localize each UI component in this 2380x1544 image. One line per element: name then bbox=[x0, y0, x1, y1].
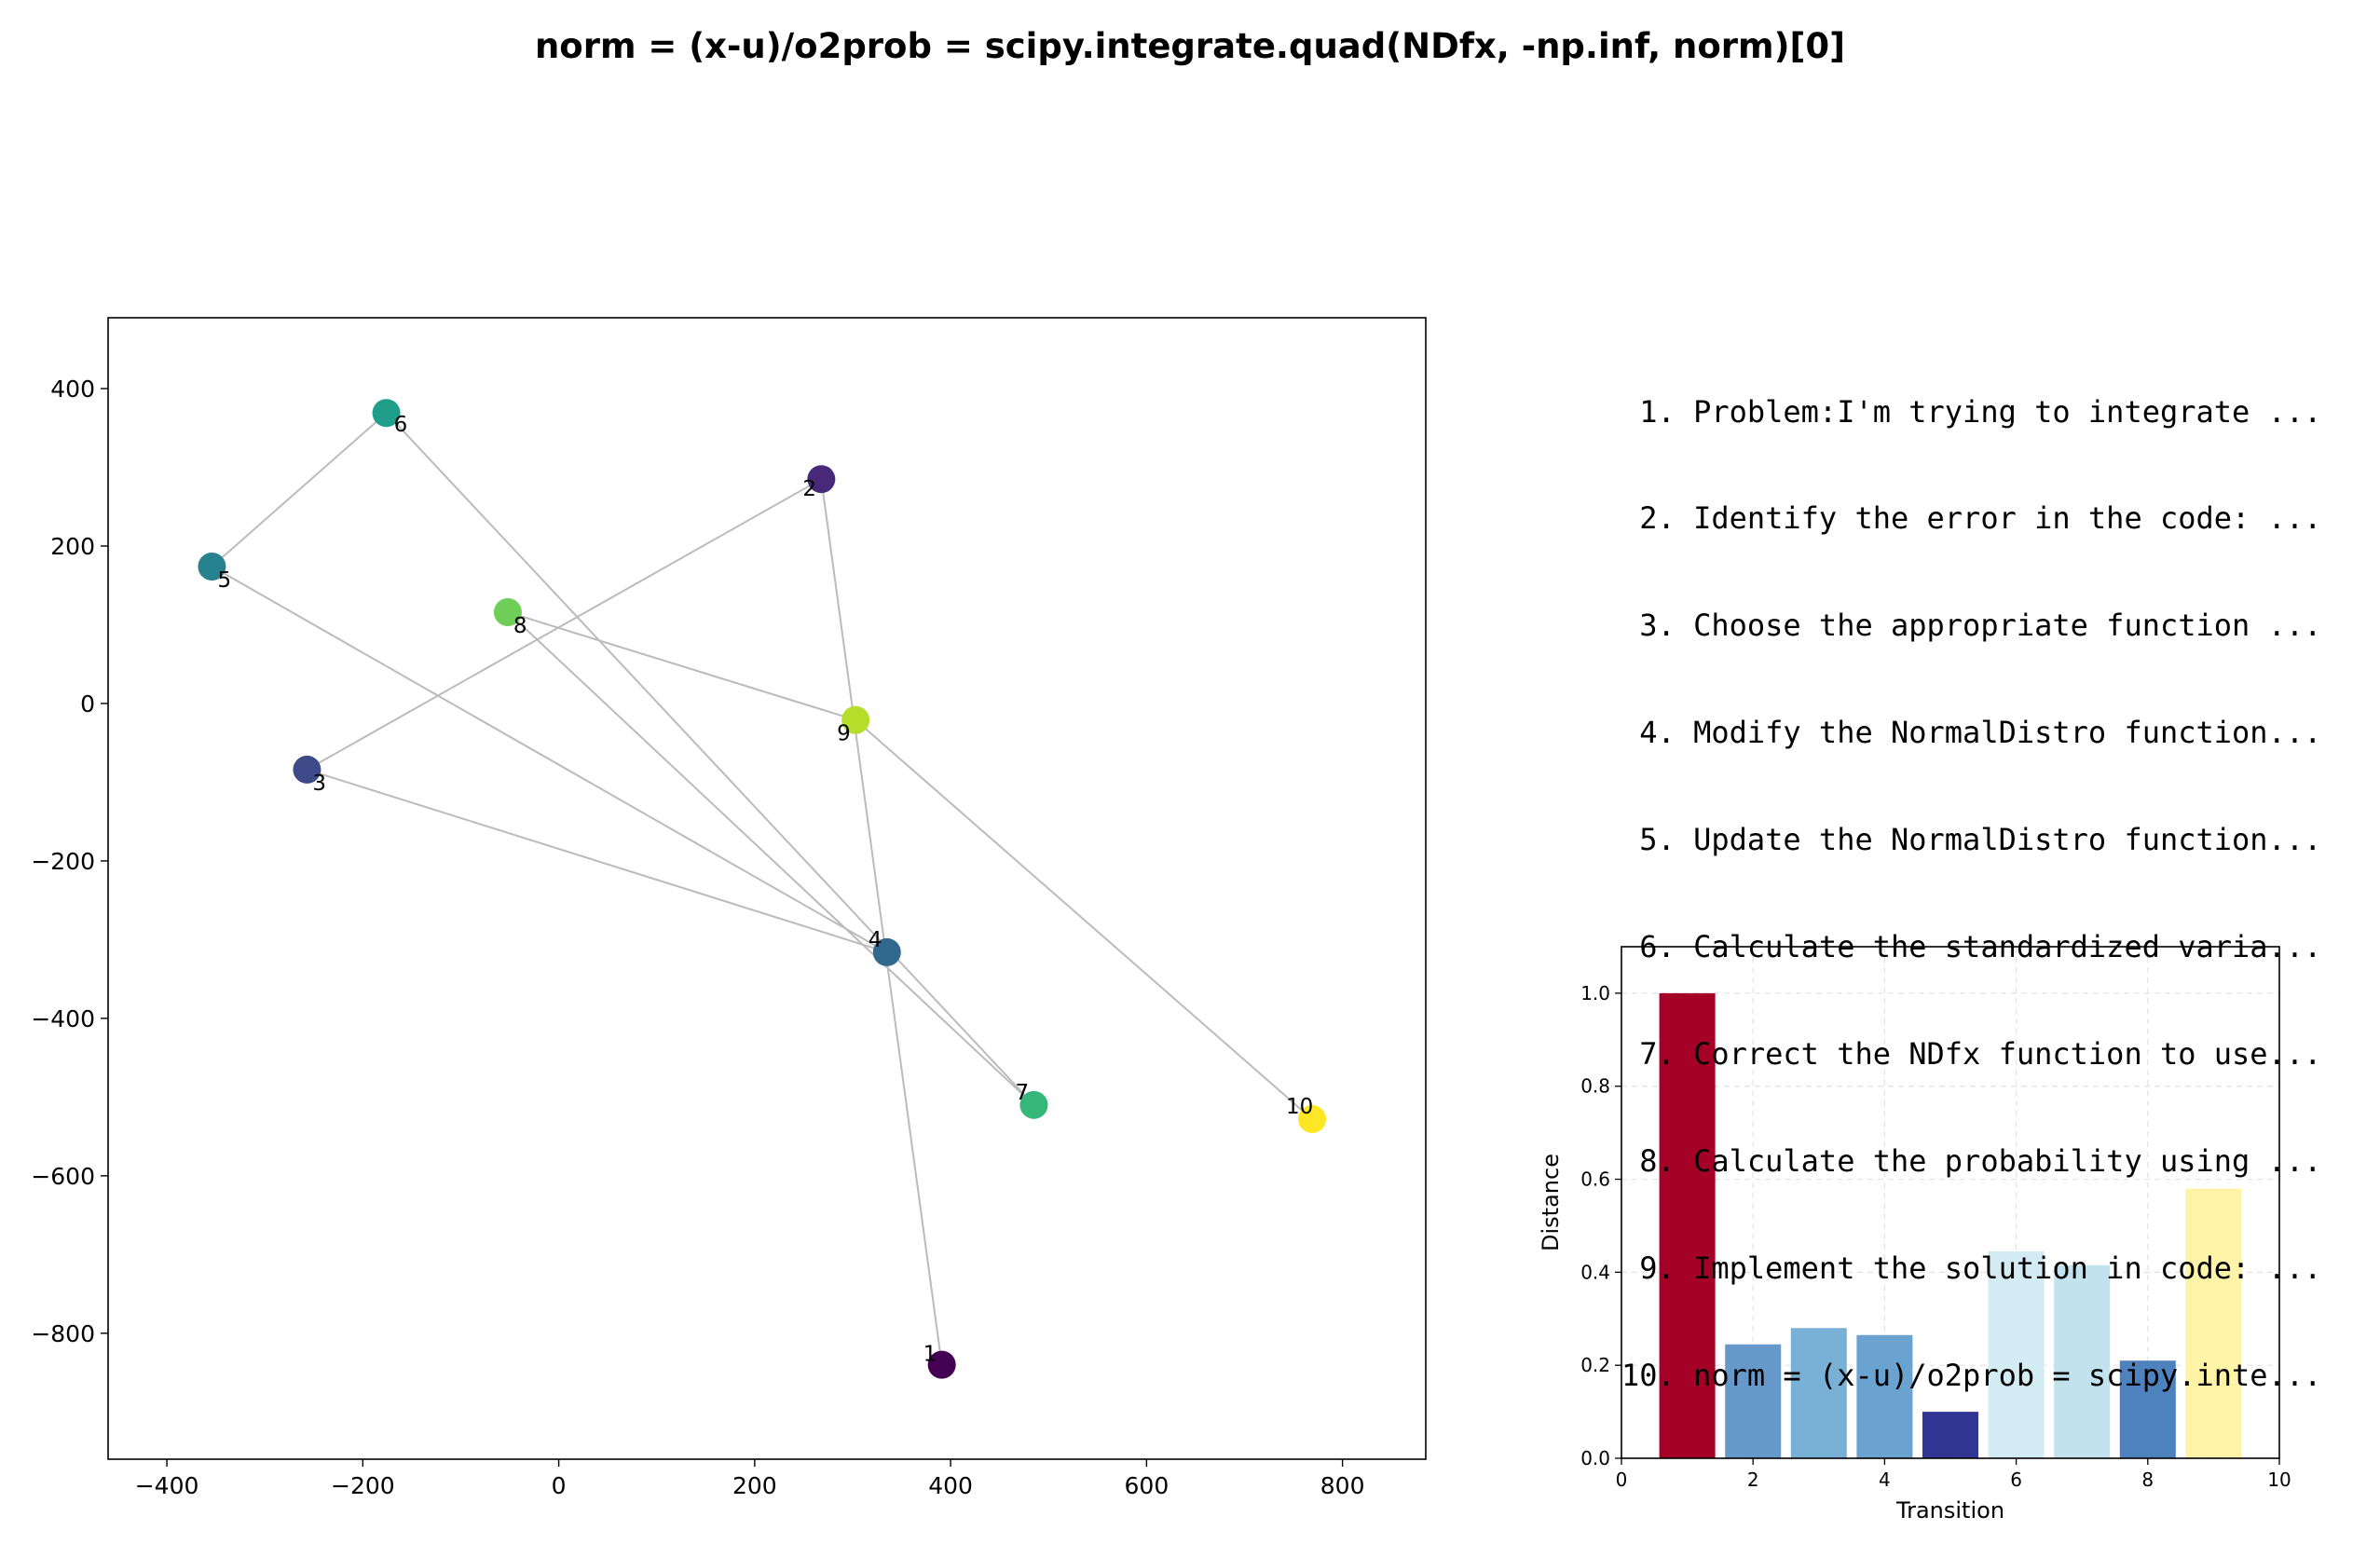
x-tick-label: 2 bbox=[1747, 1469, 1759, 1491]
scatter-point bbox=[1298, 1105, 1327, 1134]
y-axis-title: Distance bbox=[1538, 1154, 1564, 1251]
scatter-point bbox=[1019, 1090, 1048, 1119]
point-label: 10 bbox=[1286, 1095, 1313, 1119]
bar bbox=[1790, 1328, 1847, 1458]
y-tick-label: −600 bbox=[31, 1163, 95, 1190]
x-tick-label: 0 bbox=[1616, 1469, 1628, 1491]
point-label: 4 bbox=[869, 928, 882, 952]
bar-axes-frame bbox=[1621, 946, 2280, 1459]
x-tick-label: 600 bbox=[1125, 1472, 1169, 1499]
step-item: 3. Choose the appropriate function ... bbox=[1621, 608, 2322, 644]
path-segment bbox=[507, 611, 1035, 1106]
y-tick-label: −400 bbox=[31, 1005, 95, 1032]
y-tick-label: 0.0 bbox=[1580, 1447, 1610, 1469]
path-segment bbox=[211, 566, 888, 953]
path-segment bbox=[820, 479, 943, 1365]
point-label: 3 bbox=[312, 772, 326, 796]
scatter-point bbox=[293, 755, 321, 784]
step-item: 1. Problem:I'm trying to integrate ... bbox=[1621, 393, 2322, 430]
scatter-point bbox=[493, 597, 522, 626]
x-tick-label: 4 bbox=[1879, 1469, 1891, 1491]
path-segment bbox=[211, 412, 388, 567]
x-tick-label: 10 bbox=[2267, 1469, 2291, 1491]
step-item: 2. Identify the error in the code: ... bbox=[1621, 500, 2322, 537]
scatter-point bbox=[372, 399, 401, 428]
scatter-point bbox=[872, 937, 901, 966]
scatter-point bbox=[841, 705, 870, 734]
y-tick-label: 0.2 bbox=[1580, 1354, 1610, 1376]
y-tick-label: 0.8 bbox=[1580, 1075, 1610, 1098]
y-tick-label: 0.4 bbox=[1580, 1261, 1610, 1283]
point-label: 1 bbox=[923, 1343, 937, 1367]
x-tick-label: 0 bbox=[552, 1472, 567, 1499]
point-label: 9 bbox=[837, 722, 851, 746]
bar bbox=[1725, 1344, 1782, 1458]
y-tick-label: −800 bbox=[31, 1320, 95, 1347]
bar bbox=[1988, 1250, 2045, 1458]
step-item: 4. Modify the NormalDistro function... bbox=[1621, 715, 2322, 751]
point-label: 7 bbox=[1015, 1081, 1029, 1105]
y-tick-label: 1.0 bbox=[1580, 982, 1610, 1004]
point-label: 5 bbox=[217, 568, 231, 593]
point-label: 2 bbox=[802, 477, 816, 501]
x-tick-label: 400 bbox=[928, 1472, 973, 1499]
x-axis-title: Transition bbox=[1895, 1497, 2004, 1524]
bar bbox=[1922, 1412, 1979, 1458]
point-label: 6 bbox=[394, 413, 408, 437]
x-tick-label: 6 bbox=[2010, 1469, 2022, 1491]
step-item: 7. Correct the NDfx function to use... bbox=[1621, 1035, 2322, 1072]
scatter-axes-frame bbox=[107, 317, 1427, 1460]
bar bbox=[2119, 1360, 2176, 1458]
path-segment bbox=[855, 718, 1313, 1120]
y-tick-label: 400 bbox=[50, 376, 95, 403]
bar bbox=[2054, 1264, 2111, 1458]
bar bbox=[1659, 992, 1716, 1458]
bar bbox=[1856, 1334, 1913, 1458]
x-tick-label: −200 bbox=[331, 1472, 395, 1499]
scatter-point bbox=[198, 552, 226, 581]
step-item: 10. norm = (x-u)/o2prob = scipy.inte... bbox=[1621, 1357, 2322, 1393]
path-segment bbox=[507, 611, 856, 721]
step-item: 9. Implement the solution in code: ... bbox=[1621, 1250, 2322, 1286]
scatter-point bbox=[927, 1350, 956, 1379]
path-segment bbox=[307, 768, 888, 953]
x-tick-label: −400 bbox=[135, 1472, 199, 1499]
x-tick-label: 200 bbox=[732, 1472, 777, 1499]
y-tick-label: −200 bbox=[31, 848, 95, 875]
path-segment bbox=[306, 478, 822, 771]
scatter-chart: −400 −200 0 200 400 600 800 400 200 0 −200 −400 −600… bbox=[31, 317, 1427, 1499]
path-segment bbox=[385, 412, 1035, 1106]
y-tick-label: 0 bbox=[80, 690, 95, 717]
bar bbox=[2185, 1188, 2242, 1458]
y-tick-label: 200 bbox=[50, 533, 95, 560]
y-tick-label: 0.6 bbox=[1580, 1168, 1610, 1191]
scatter-point bbox=[807, 465, 836, 494]
steps-list: 1. Problem:I'm trying to integrate ... 2… bbox=[1621, 322, 2321, 1428]
step-item: 8. Calculate the probability using ... bbox=[1621, 1142, 2322, 1179]
x-tick-label: 8 bbox=[2141, 1469, 2154, 1491]
point-label: 8 bbox=[513, 614, 527, 638]
bar-chart: 0 2 4 6 8 10 0.0 0.2 0.4 0.6 0.8 1.0 Transition Dista… bbox=[1538, 946, 2291, 1524]
step-item: 5. Update the NormalDistro function... bbox=[1621, 822, 2322, 858]
figure-title: norm = (x-u)/o2prob = scipy.integrate.qu… bbox=[534, 26, 1846, 66]
step-item: 6. Calculate the standardized varia... bbox=[1621, 929, 2322, 965]
x-tick-label: 800 bbox=[1320, 1472, 1365, 1499]
